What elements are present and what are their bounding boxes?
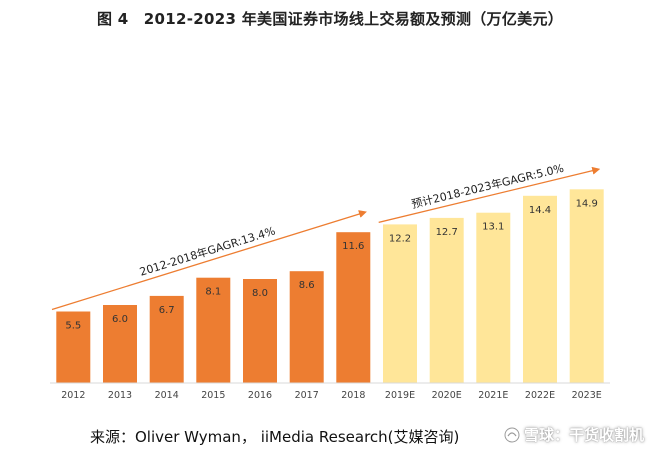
trend-arrow-1 — [51, 210, 367, 311]
bar-2014 — [149, 295, 184, 383]
snowball-logo-icon — [504, 427, 520, 443]
x-tick-label-2023E: 2023E — [572, 390, 602, 401]
bar-2017 — [289, 271, 324, 383]
data-label-2017: 8.6 — [299, 280, 315, 291]
bar-2013 — [103, 305, 137, 383]
data-label-2016: 8.0 — [252, 288, 268, 299]
data-label-2022E: 14.4 — [529, 205, 551, 216]
bar-2016 — [243, 279, 277, 383]
bar-2019E — [383, 224, 417, 383]
chart-title: 图 4 2012-2023 年美国证券市场线上交易额及预测（万亿美元） — [96, 10, 564, 28]
bar-2022E — [523, 195, 557, 383]
data-label-2012: 5.5 — [65, 321, 81, 332]
data-label-2020E: 12.7 — [436, 227, 458, 238]
x-tick-label-2014: 2014 — [155, 390, 179, 401]
x-tick-label-2019E: 2019E — [385, 390, 415, 401]
data-label-2021E: 13.1 — [482, 222, 504, 233]
data-label-2018: 11.6 — [342, 241, 364, 252]
bar-2021E — [476, 212, 511, 383]
data-label-2023E: 14.9 — [576, 198, 598, 209]
watermark-text: 雪球：干货收割机 — [523, 426, 644, 444]
x-tick-label-2020E: 2020E — [432, 390, 462, 401]
data-label-2013: 6.0 — [112, 314, 128, 325]
x-tick-label-2013: 2013 — [108, 390, 132, 401]
data-label-2014: 6.7 — [159, 305, 175, 316]
data-label-2015: 8.1 — [205, 287, 221, 298]
cagr-annotation-1: 2012-2018年GAGR:13.4% — [138, 223, 277, 278]
x-tick-label-2017: 2017 — [295, 390, 319, 401]
bar-2012 — [56, 311, 91, 383]
source-note: 来源：Oliver Wyman， iiMedia Research(艾媒咨询) — [90, 428, 460, 446]
x-tick-label-2012: 2012 — [61, 390, 85, 401]
data-label-2019E: 12.2 — [389, 233, 411, 244]
bar-2018 — [336, 232, 371, 383]
bar-2020E — [429, 217, 464, 383]
x-tick-label-2021E: 2021E — [478, 390, 508, 401]
x-tick-label-2015: 2015 — [201, 390, 225, 401]
x-tick-label-2016: 2016 — [248, 390, 272, 401]
x-tick-label-2018: 2018 — [341, 390, 365, 401]
watermark: 雪球：干货收割机 — [504, 424, 644, 445]
bar-2015 — [196, 277, 231, 383]
x-tick-label-2022E: 2022E — [525, 390, 555, 401]
bar-2023E — [569, 189, 604, 383]
trend-arrow-2 — [378, 166, 601, 224]
